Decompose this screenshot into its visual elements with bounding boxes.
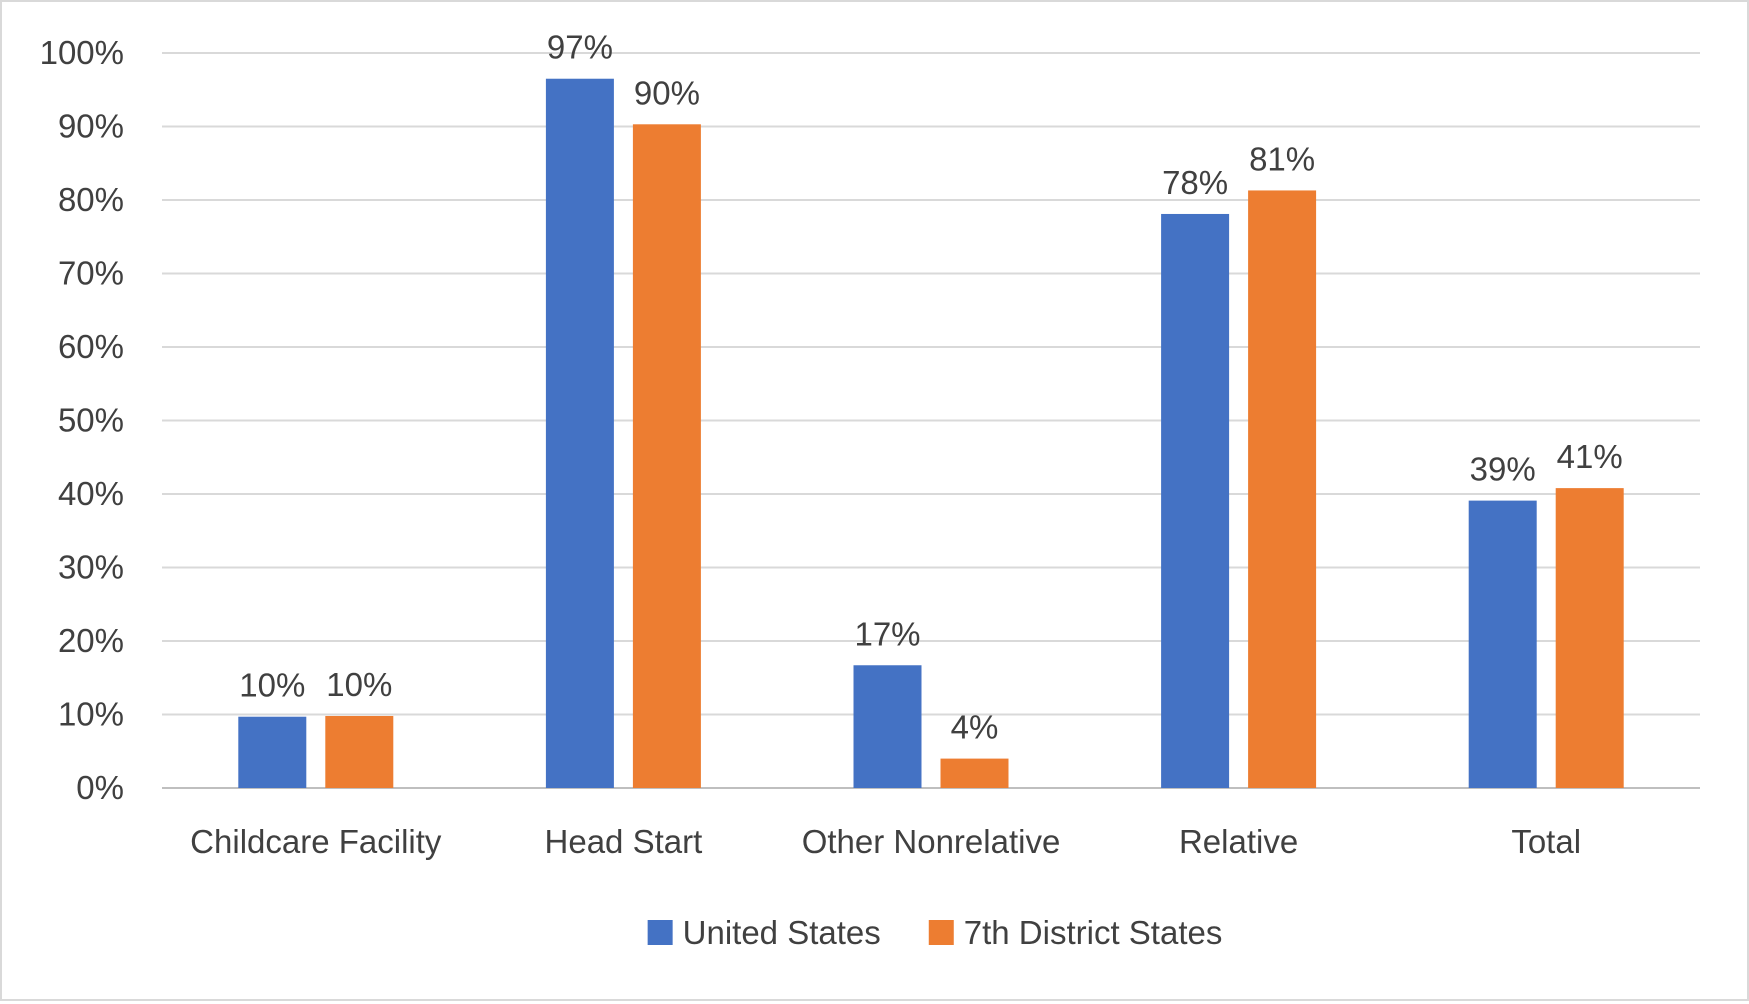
- x-tick-label-head-start: Head Start: [545, 823, 703, 860]
- y-tick-label: 20%: [58, 622, 124, 659]
- bar-united-states-other-nonrelative: [853, 665, 922, 788]
- data-label-united-states-other-nonrelative: 17%: [854, 615, 920, 652]
- x-axis-category-labels: Childcare Facility Head Start Other Nonrel…: [190, 823, 1581, 860]
- data-label-7th-district-states-total: 41%: [1557, 438, 1623, 475]
- gridlines: [162, 52, 1700, 789]
- x-tick-label-relative: Relative: [1179, 823, 1298, 860]
- bar-7th-district-states-other-nonrelative: [940, 758, 1009, 788]
- y-tick-label: 80%: [58, 181, 124, 218]
- bar-7th-district-states-relative: [1248, 190, 1317, 788]
- legend: United States 7th District States: [647, 914, 1223, 951]
- legend-label-7th-district-states: 7th District States: [964, 914, 1223, 951]
- legend-item-united-states: United States: [647, 914, 881, 951]
- bar-united-states-relative: [1161, 213, 1230, 789]
- data-label-7th-district-states-relative: 81%: [1249, 140, 1315, 177]
- bar-7th-district-states-head-start: [632, 124, 701, 789]
- bar-7th-district-states-childcare-facility: [325, 715, 394, 788]
- y-axis-tick-labels: 0% 10% 20% 30% 40% 50% 60% 70% 80% 90% 100%: [40, 34, 124, 806]
- legend-item-7th-district-states: 7th District States: [928, 914, 1223, 951]
- legend-swatch-7th-district-states: [928, 920, 954, 945]
- data-label-united-states-total: 39%: [1470, 451, 1536, 488]
- legend-swatch-united-states: [647, 920, 673, 945]
- data-label-7th-district-states-head-start: 90%: [634, 74, 700, 111]
- x-tick-label-childcare-facility: Childcare Facility: [190, 823, 442, 860]
- y-tick-label: 70%: [58, 255, 124, 292]
- data-label-7th-district-states-childcare-facility: 10%: [326, 666, 392, 703]
- y-tick-label: 0%: [76, 769, 124, 806]
- x-tick-label-total: Total: [1511, 823, 1581, 860]
- data-label-united-states-childcare-facility: 10%: [239, 667, 305, 704]
- legend-label-united-states: United States: [683, 914, 881, 951]
- y-tick-label: 100%: [40, 34, 124, 71]
- x-tick-label-other-nonrelative: Other Nonrelative: [802, 823, 1061, 860]
- y-tick-label: 50%: [58, 402, 124, 439]
- data-labels: 10% 10% 97% 90% 17% 4% 78% 81% 39% 41%: [239, 29, 1622, 746]
- y-tick-label: 40%: [58, 475, 124, 512]
- y-tick-label: 60%: [58, 328, 124, 365]
- bar-7th-district-states-total: [1555, 488, 1624, 788]
- bars: [238, 78, 1624, 789]
- bar-united-states-head-start: [545, 78, 614, 789]
- y-tick-label: 90%: [58, 108, 124, 145]
- bar-united-states-total: [1468, 500, 1537, 788]
- bar-united-states-childcare-facility: [238, 716, 307, 788]
- data-label-united-states-relative: 78%: [1162, 164, 1228, 201]
- y-tick-label: 30%: [58, 549, 124, 586]
- data-label-united-states-head-start: 97%: [547, 29, 613, 66]
- y-tick-label: 10%: [58, 696, 124, 733]
- data-label-7th-district-states-other-nonrelative: 4%: [951, 709, 999, 746]
